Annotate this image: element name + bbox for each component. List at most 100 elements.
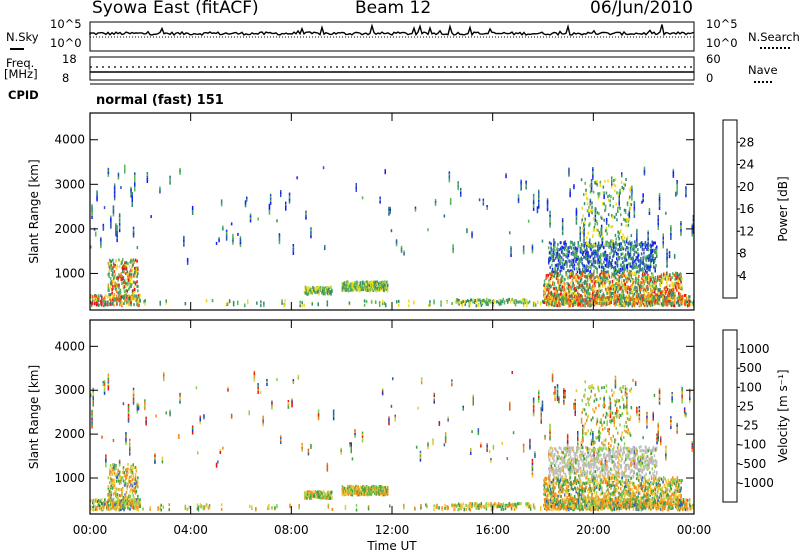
panel-power-cell bbox=[638, 269, 641, 273]
panel-power-cell bbox=[557, 242, 559, 246]
panel-power-cell bbox=[116, 283, 119, 287]
panel-power-cell bbox=[383, 288, 385, 292]
panel-power-cell bbox=[606, 232, 608, 236]
panel-power-cell bbox=[118, 297, 120, 301]
panel-power-cell bbox=[360, 282, 362, 286]
panel-power-cell bbox=[572, 260, 575, 264]
panel-power-cell bbox=[622, 267, 624, 271]
panel-power-cell bbox=[232, 300, 235, 304]
panel-power-cell bbox=[640, 245, 642, 249]
panel-power-cell bbox=[317, 285, 319, 289]
panel-velocity-cell bbox=[129, 442, 131, 446]
panel-power-cell bbox=[292, 248, 295, 251]
panel-velocity-cell bbox=[271, 402, 273, 406]
panel-power-cell bbox=[594, 222, 596, 226]
panel-power-cell bbox=[632, 294, 635, 298]
panel-velocity-cell bbox=[544, 434, 546, 438]
panel-power-cell bbox=[594, 297, 596, 301]
panel-power-cell bbox=[581, 297, 583, 301]
panel-velocity-cell bbox=[614, 375, 617, 379]
panel-power-cell bbox=[124, 295, 126, 299]
panel-power-cell bbox=[631, 256, 634, 260]
panel-power-cell bbox=[613, 215, 615, 219]
panel-power-cell bbox=[299, 300, 301, 304]
panel-power-cell bbox=[647, 295, 650, 299]
panel-power-cell bbox=[568, 301, 570, 305]
panel-power-cell bbox=[643, 255, 645, 259]
panel-power-cell bbox=[580, 178, 583, 182]
panel-velocity-cell bbox=[532, 397, 535, 401]
panel-power-cell bbox=[631, 193, 633, 197]
panel-power-cell bbox=[678, 273, 681, 277]
panel-power-cell bbox=[647, 273, 649, 277]
panel-velocity-cell bbox=[257, 383, 259, 386]
panel-velocity-cell bbox=[574, 408, 576, 412]
panel-velocity-cell bbox=[301, 446, 303, 450]
panel-power-cell bbox=[380, 288, 382, 292]
panel-velocity-cell bbox=[582, 426, 584, 430]
panel-power-cell bbox=[648, 277, 651, 281]
panel-power-cell bbox=[127, 277, 129, 281]
panel-power-cell bbox=[137, 294, 139, 298]
panel-power-cell bbox=[611, 272, 614, 276]
panel-power-cell bbox=[96, 294, 98, 298]
panel-power-cell bbox=[179, 169, 181, 173]
panel-power-cell bbox=[357, 286, 359, 290]
panel-power-cell bbox=[596, 275, 599, 279]
panel-power-cell bbox=[90, 294, 92, 298]
panel-power-cell bbox=[574, 248, 576, 252]
panel-power-cell bbox=[568, 290, 571, 294]
panel-velocity-cell bbox=[531, 470, 534, 474]
panel-velocity-cell bbox=[471, 430, 473, 434]
panel-velocity-cell bbox=[538, 390, 540, 393]
panel-power-cell bbox=[649, 284, 651, 288]
panel-velocity-cell bbox=[665, 447, 667, 451]
panel-power-cell bbox=[532, 205, 535, 209]
panel-power-cell bbox=[672, 293, 675, 297]
panel-power-cell bbox=[377, 282, 380, 286]
panel-power-cell bbox=[666, 291, 669, 295]
panel-power-cell bbox=[579, 260, 582, 264]
panel-power-cell bbox=[552, 280, 554, 284]
panel-power-cell bbox=[596, 222, 599, 226]
panel-power-cell bbox=[564, 240, 567, 244]
panel-power-cell bbox=[112, 267, 114, 271]
panel-power-cell bbox=[665, 290, 667, 293]
panel-power-cell bbox=[602, 303, 604, 307]
panel-power-cell bbox=[222, 225, 224, 229]
panel-power-cell bbox=[632, 296, 635, 300]
panel-power-cell bbox=[96, 298, 98, 302]
panel-power-cell bbox=[620, 293, 622, 297]
panel-velocity-cell bbox=[144, 403, 146, 407]
panel-power-cell bbox=[100, 241, 102, 245]
panel-power-cell bbox=[525, 184, 527, 188]
panel-power-cell bbox=[465, 300, 467, 304]
panel-power-cell bbox=[620, 242, 622, 246]
panel-velocity-cell bbox=[118, 459, 121, 463]
panel-power-cell bbox=[586, 254, 588, 258]
panel-power-cell bbox=[346, 287, 348, 291]
panel-power-cell bbox=[622, 233, 624, 237]
panel-power-cell bbox=[646, 301, 648, 305]
panel-velocity-cell bbox=[291, 404, 293, 408]
panel-power-cell bbox=[315, 289, 317, 293]
panel-power-cell bbox=[113, 195, 116, 199]
panel-velocity-cell bbox=[438, 421, 441, 425]
panel-power-cell bbox=[670, 235, 672, 238]
panel-power-cell bbox=[108, 271, 110, 275]
panel-power-cell bbox=[128, 302, 130, 306]
panel-power-cell bbox=[586, 196, 588, 200]
panel-power-cell bbox=[559, 280, 562, 284]
panel-power-cell bbox=[561, 265, 564, 269]
panel-velocity-cell bbox=[634, 382, 637, 386]
panel-velocity-cell bbox=[253, 378, 256, 382]
panel-power-cell bbox=[309, 289, 311, 293]
panel-velocity-cell bbox=[577, 440, 579, 444]
panel-power-cell bbox=[549, 283, 551, 287]
panel-power-cell bbox=[570, 302, 572, 306]
panel-power-cell bbox=[384, 284, 387, 288]
panel-power-cell bbox=[551, 267, 554, 271]
panel-power-cell bbox=[323, 288, 325, 292]
panel-power-cell bbox=[561, 220, 564, 224]
panel-power-cell bbox=[137, 302, 139, 305]
